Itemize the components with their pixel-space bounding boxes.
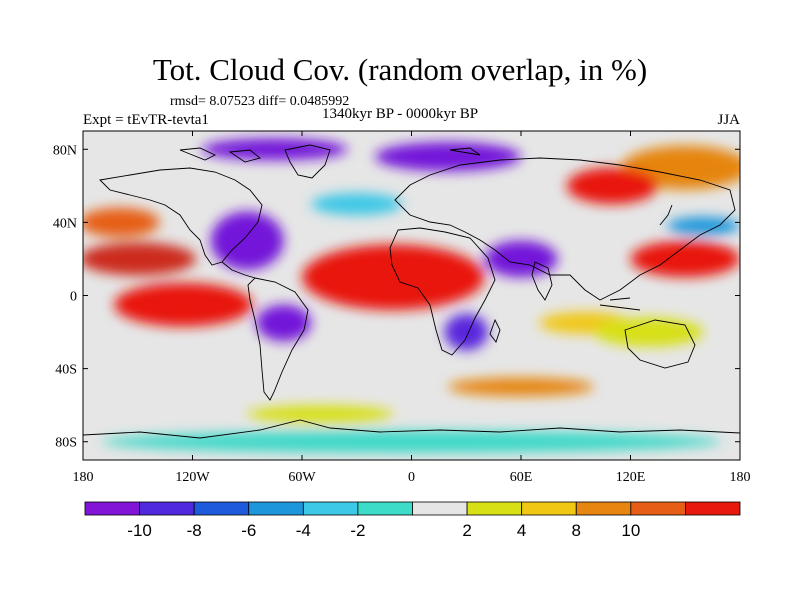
y-tick-label: 0	[70, 290, 77, 305]
colorbar-swatch	[685, 501, 741, 516]
x-tick-label: 60E	[510, 470, 533, 485]
anomaly-patch	[210, 211, 284, 270]
colorbar-swatch	[84, 501, 140, 516]
period-text: 1340kyr BP - 0000kyr BP	[322, 106, 479, 122]
colorbar-swatch	[248, 501, 304, 516]
colorbar-label: -2	[350, 521, 365, 540]
colorbar-swatch	[357, 501, 413, 516]
coastline-arctic-islands	[179, 147, 481, 163]
anomaly-patch	[114, 282, 253, 327]
season-label: JJA	[717, 112, 740, 128]
x-tick-label: 120E	[616, 470, 646, 485]
colorbar-swatch	[521, 501, 577, 516]
x-tick-label: 120W	[175, 470, 210, 485]
coastlines	[83, 144, 740, 439]
coastline-madagascar	[489, 318, 501, 343]
coastline-japan	[659, 204, 673, 226]
anomaly-field	[83, 138, 740, 453]
colorbar-label: 4	[517, 521, 526, 540]
y-tick-label: 40S	[55, 363, 77, 378]
colorbar-label: -10	[127, 521, 152, 540]
y-tick-label: 80N	[53, 143, 77, 158]
anomaly-patch	[375, 141, 521, 172]
anomaly-patch	[83, 242, 197, 276]
colorbar-swatch	[302, 501, 359, 516]
experiment-label: Expt = tEvTR-tevta1	[83, 112, 209, 128]
coastline-central-america	[221, 261, 256, 279]
y-tick-label: 40N	[53, 216, 77, 231]
colorbar: -10 -8 -6 -4 -2 2 4 8 10	[84, 501, 741, 540]
y-tick-label: 80S	[55, 436, 77, 451]
anomaly-patch	[667, 216, 740, 236]
colorbar-label: -6	[241, 521, 256, 540]
coastline-greenland	[284, 144, 331, 179]
anomaly-patch	[566, 167, 658, 205]
coastline-south-america	[247, 277, 309, 401]
colorbar-swatch	[466, 501, 523, 516]
colorbar-label: 2	[462, 521, 471, 540]
colorbar-label: 10	[621, 521, 640, 540]
anomaly-patch	[484, 240, 558, 278]
anomaly-patch	[101, 430, 722, 453]
coastline-australia	[624, 319, 696, 369]
colorbar-swatch	[412, 501, 468, 516]
x-tick-label: 180	[730, 470, 751, 485]
coastline-indonesia	[599, 297, 641, 311]
coastline-africa	[389, 227, 496, 356]
anomaly-patch	[302, 244, 485, 311]
map-ticks: 180 120W 60W 0 60E 120E 180 80N 40N 0 40S 80S	[53, 131, 751, 485]
x-tick-label: 180	[73, 470, 94, 485]
anomaly-patch	[256, 304, 312, 342]
anomaly-patch	[630, 240, 740, 278]
anomaly-patch	[594, 317, 704, 347]
colorbar-label: 8	[572, 521, 581, 540]
colorbar-label: -8	[187, 521, 202, 540]
coastline-india	[531, 261, 553, 301]
coastline-antarctica	[83, 419, 740, 439]
x-tick-label: 0	[408, 470, 415, 485]
anomaly-patch	[444, 313, 489, 351]
anomaly-patch	[201, 138, 348, 161]
colorbar-swatch	[575, 501, 632, 516]
colorbar-label: -4	[296, 521, 311, 540]
anomaly-patch	[311, 193, 403, 216]
colorbar-swatch	[630, 501, 686, 516]
coastline-eurasia	[394, 157, 736, 301]
map-title: Tot. Cloud Cov. (random overlap, in %)	[152, 52, 648, 87]
anomaly-patch	[247, 405, 394, 424]
anomaly-patch	[83, 207, 160, 238]
colorbar-swatch	[193, 501, 250, 516]
colorbar-swatch	[139, 501, 195, 516]
rmsd-diff-text: rmsd= 8.07523 diff= 0.0485992	[170, 94, 350, 109]
anomaly-patch	[448, 377, 594, 397]
x-tick-label: 60W	[288, 470, 316, 485]
coastline-north-america	[99, 167, 263, 266]
